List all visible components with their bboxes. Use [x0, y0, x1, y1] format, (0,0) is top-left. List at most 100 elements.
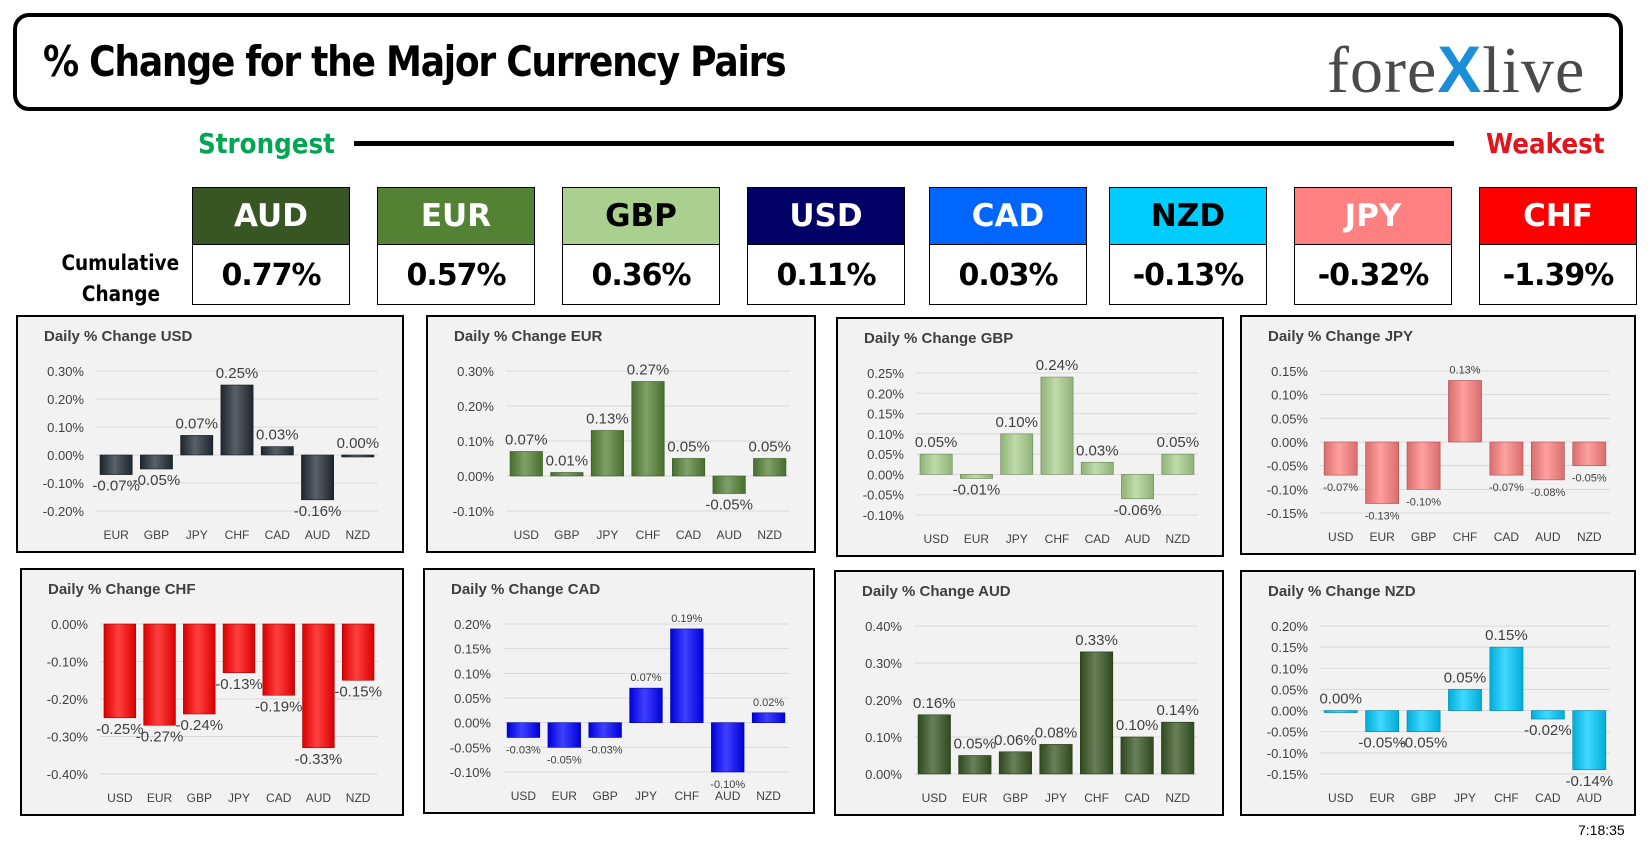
cumulative-label-line2: Change [81, 282, 160, 306]
bar [341, 454, 375, 458]
data-label: -0.25% [96, 721, 144, 738]
x-tick-label: GBP [592, 789, 617, 803]
x-tick-label: GBP [144, 528, 169, 542]
y-tick-label: 0.20% [865, 693, 902, 708]
data-label: -0.08% [1530, 487, 1565, 499]
y-tick-label: -0.05% [1267, 725, 1309, 740]
y-tick-label: 0.10% [47, 420, 84, 435]
y-tick-label: 0.15% [867, 407, 904, 422]
x-tick-label: EUR [962, 791, 988, 805]
data-label: 0.19% [671, 613, 702, 625]
forexlive-logo: foreXlive [1327, 31, 1585, 109]
y-tick-label: 0.00% [51, 617, 88, 632]
currency-cumulative-value: 0.57% [406, 257, 506, 293]
data-label: -0.05% [1400, 735, 1448, 752]
x-tick-label: AUD [1125, 532, 1151, 546]
data-label: 0.05% [748, 439, 791, 456]
y-tick-label: -0.10% [1267, 482, 1309, 497]
data-label: 0.02% [753, 697, 784, 709]
chart-eur-svg: Daily % Change EUR 0.30% 0.20% 0.10% 0.00% -0… [453, 328, 791, 542]
y-tick-label: -0.40% [47, 767, 89, 782]
data-label: -0.05% [705, 497, 753, 514]
currency-cumulative-value: 0.03% [958, 257, 1058, 293]
y-tick-label: -0.05% [863, 488, 905, 503]
bar [1365, 710, 1400, 733]
y-tick-label: 0.20% [1271, 619, 1308, 634]
x-tick-label: GBP [554, 528, 579, 542]
data-label: -0.05% [1358, 735, 1406, 752]
y-tick-label: 0.20% [454, 617, 491, 632]
bar [1448, 380, 1482, 443]
strength-scale-line [354, 141, 1454, 146]
x-tick-label: JPY [1454, 791, 1476, 805]
page-title: % Change for the Major Currency Pairs [43, 37, 787, 86]
bar [1080, 651, 1114, 775]
x-tick-label: NZD [1577, 530, 1602, 544]
title-box: % Change for the Major Currency Pairs fo… [13, 13, 1623, 111]
currency-code: GBP [563, 188, 719, 245]
x-tick-label: CAD [1124, 791, 1150, 805]
logo-text-left: fore [1327, 34, 1438, 107]
y-tick-label: 0.10% [1271, 661, 1308, 676]
x-tick-label: CAD [676, 528, 702, 542]
data-label: -0.07% [1489, 482, 1524, 494]
bar [143, 623, 176, 726]
data-label: -0.10% [1406, 496, 1441, 508]
y-tick-label: 0.20% [47, 392, 84, 407]
bar [99, 454, 133, 475]
data-label: 0.00% [337, 435, 380, 452]
currency-code: JPY [1295, 188, 1451, 245]
x-tick-label: AUD [1577, 791, 1603, 805]
data-label: -0.13% [1365, 511, 1400, 523]
x-tick-label: CHF [225, 528, 250, 542]
chart-panel-gbp: Daily % Change GBP 0.25% 0.20% 0.15% 0.10% 0.… [836, 317, 1224, 557]
x-tick-label: EUR [964, 532, 990, 546]
data-label: -0.16% [294, 503, 342, 520]
x-tick-label: NZD [756, 789, 781, 803]
chart-title: Daily % Change JPY [1268, 328, 1413, 345]
y-tick-label: -0.10% [47, 655, 89, 670]
currency-cumulative-value: 0.77% [221, 257, 321, 293]
x-tick-label: NZD [1166, 532, 1191, 546]
bar [262, 623, 295, 696]
chart-panel-usd: Daily % Change USD 0.30% 0.20% 0.10% 0.00% -0… [16, 315, 404, 553]
y-tick-label: 0.10% [865, 730, 902, 745]
bar [1530, 441, 1565, 481]
currency-code: EUR [378, 188, 534, 245]
bar [1406, 441, 1441, 490]
x-tick-label: EUR [1369, 530, 1395, 544]
x-tick-label: CHF [1045, 532, 1070, 546]
bar [341, 623, 375, 681]
x-tick-label: AUD [715, 789, 741, 803]
currency-cumulative-value: -0.13% [1132, 257, 1245, 293]
currency-code: AUD [193, 188, 349, 245]
x-tick-label: NZD [346, 528, 371, 542]
bar [1080, 461, 1114, 475]
bar [1448, 689, 1482, 711]
y-tick-label: 0.00% [1271, 435, 1308, 450]
data-label: 0.15% [1485, 627, 1528, 644]
strongest-label: Strongest [198, 127, 335, 160]
y-tick-label: 0.10% [457, 434, 494, 449]
x-tick-label: GBP [1411, 530, 1436, 544]
chart-panel-cad: Daily % Change CAD 0.20% 0.15% 0.10% 0.05% 0.… [423, 568, 815, 814]
chart-cad-svg: Daily % Change CAD 0.20% 0.15% 0.10% 0.05% 0.… [450, 581, 789, 803]
bar [629, 687, 663, 723]
x-tick-label: CHF [1494, 791, 1519, 805]
bar [753, 458, 787, 477]
bar [590, 430, 624, 477]
bar [1530, 710, 1565, 720]
y-tick-label: 0.30% [47, 364, 84, 379]
x-tick-label: CHF [675, 789, 700, 803]
bar [1572, 441, 1607, 466]
y-tick-label: -0.10% [863, 508, 905, 523]
bar [960, 474, 993, 479]
chart-title: Daily % Change NZD [1268, 583, 1416, 600]
chart-panel-jpy: Daily % Change JPY 0.15% 0.10% 0.05% 0.00% -0… [1240, 315, 1636, 555]
bar [631, 381, 665, 477]
x-tick-label: USD [514, 528, 540, 542]
data-label: -0.06% [1114, 502, 1162, 519]
bar [670, 628, 704, 723]
x-tick-label: CAD [1085, 532, 1111, 546]
y-tick-label: -0.30% [47, 730, 89, 745]
